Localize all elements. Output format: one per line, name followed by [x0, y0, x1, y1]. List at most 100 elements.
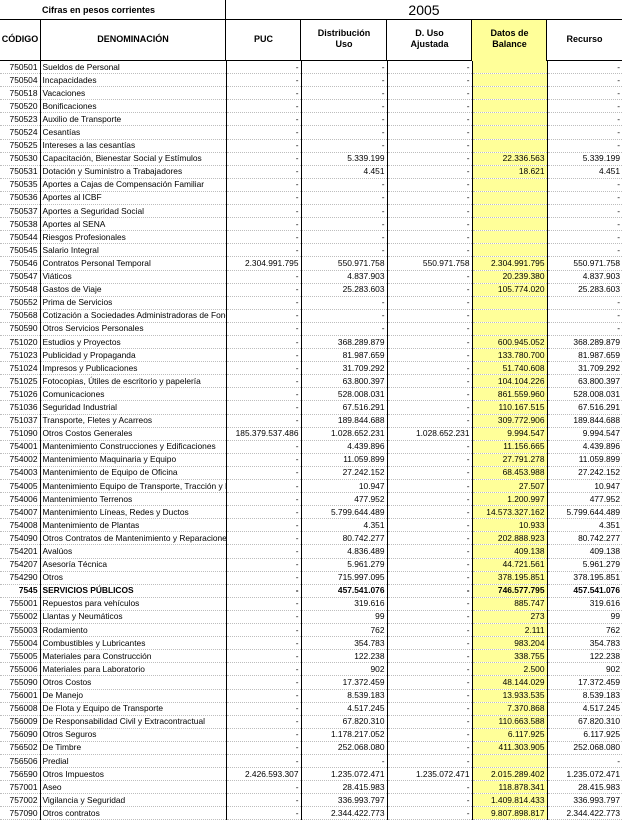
table-row: 750536 Aportes al ICBF - - - - — [0, 191, 622, 206]
adjusted-use-cell: - — [387, 675, 473, 690]
puc-cell: - — [226, 178, 302, 192]
code-cell: 7545 — [0, 584, 41, 598]
table-row: 755001 Repuestos para vehículos -319.616-8… — [0, 597, 622, 611]
denomination-cell: Dotación y Suministro a Trabajadores — [40, 165, 227, 179]
denomination-cell: Aportes a Seguridad Social — [40, 204, 227, 219]
balance-data-cell: 11.156.665 — [472, 440, 548, 454]
denomination-cell: Aportes al ICBF — [40, 191, 227, 206]
table-row: 756090 Otros Seguros -1.178.217.052-6.117.… — [0, 728, 622, 742]
denomination-cell: Mantenimiento Líneas, Redes y Ductos — [40, 505, 227, 520]
distribution-use-cell: 5.799.644.489 — [301, 505, 388, 520]
distribution-use-cell: 550.971.758 — [301, 256, 388, 271]
resource-cell: 5.799.644.489 — [547, 505, 622, 520]
balance-data-cell — [472, 296, 548, 310]
resource-cell: 252.068.080 — [547, 741, 622, 755]
balance-data-cell: 7.370.868 — [472, 702, 548, 716]
balance-data-cell: 10.933 — [472, 518, 548, 533]
table-row: 755004 Combustibles y Lubricantes -354.783… — [0, 636, 622, 651]
resource-cell: 550.971.758 — [547, 256, 622, 271]
denomination-cell: Impresos y Publicaciones — [40, 361, 227, 376]
distribution-use-cell: 528.008.031 — [301, 387, 388, 402]
distribution-use-cell: 5.961.279 — [301, 558, 388, 572]
puc-cell: 2.426.593.307 — [226, 767, 302, 782]
resource-cell: 762 — [547, 623, 622, 638]
puc-cell: - — [226, 702, 302, 716]
balance-data-cell: 309.772.906 — [472, 414, 548, 428]
code-cell: 750525 — [0, 139, 41, 153]
code-cell: 750546 — [0, 256, 41, 271]
puc-cell: - — [226, 453, 302, 467]
denomination-cell: Incapacidades — [40, 73, 227, 88]
distribution-use-cell: 4.439.896 — [301, 440, 388, 454]
denomination-cell: Otros Impuestos — [40, 767, 227, 782]
balance-data-cell: 110.167.515 — [472, 400, 548, 415]
code-cell: 756008 — [0, 702, 41, 716]
balance-data-cell: 22.336.563 — [472, 152, 548, 166]
table-row: 756590 Otros Impuestos 2.426.593.307 1.235.… — [0, 767, 622, 782]
balance-data-header-line2: Balance — [492, 39, 527, 49]
table-row: 751023 Publicidad y Propaganda -81.987.659… — [0, 348, 622, 363]
balance-data-cell — [472, 73, 548, 88]
adjusted-use-cell: - — [387, 296, 473, 310]
resource-cell: 8.539.183 — [547, 689, 622, 703]
distribution-use-cell: 319.616 — [301, 597, 388, 611]
balance-data-cell: 202.888.923 — [472, 531, 548, 546]
balance-data-cell: 104.104.226 — [472, 374, 548, 389]
denomination-cell: Bonificaciones — [40, 99, 227, 114]
table-row: 751025 Fotocopias, Útiles de escritorio y… — [0, 374, 622, 389]
puc-cell: - — [226, 86, 302, 101]
resource-cell: 17.372.459 — [547, 675, 622, 690]
distribution-use-cell: 715.997.095 — [301, 571, 388, 585]
distribution-use-cell: 63.800.397 — [301, 374, 388, 389]
code-cell: 756090 — [0, 728, 41, 742]
table-row: 751026 Comunicaciones -528.008.031-861.559… — [0, 387, 622, 402]
distribution-use-cell: - — [301, 204, 388, 219]
balance-data-cell — [472, 230, 548, 245]
resource-cell: 378.195.851 — [547, 571, 622, 585]
distribution-use-cell: - — [301, 86, 388, 101]
balance-data-cell — [472, 204, 548, 219]
balance-data-cell: 273 — [472, 610, 548, 625]
puc-cell: - — [226, 270, 302, 284]
denomination-cell: Otros Costos — [40, 675, 227, 690]
resource-cell: - — [547, 73, 622, 88]
puc-cell: - — [226, 741, 302, 755]
balance-data-header: Datos de Balance — [472, 28, 547, 50]
resource-cell: 27.242.152 — [547, 466, 622, 481]
code-cell: 755090 — [0, 675, 41, 690]
balance-data-cell: 133.780.700 — [472, 348, 548, 363]
adjusted-use-cell: - — [387, 387, 473, 402]
table-row: 754002 Mantenimiento Maquinaria y Equipo -… — [0, 453, 622, 467]
distribution-use-cell: 902 — [301, 662, 388, 677]
table-row: 750548 Gastos de Viaje -25.283.603-105.774… — [0, 283, 622, 297]
distribution-use-cell: 4.351 — [301, 518, 388, 533]
table-row: 755003 Rodamiento -762-2.111 762 — [0, 623, 622, 638]
denomination-cell: Otros — [40, 571, 227, 585]
table-row: 754290 Otros -715.997.095-378.195.851 378.1… — [0, 571, 622, 585]
adjusted-use-cell: - — [387, 780, 473, 795]
distribution-use-cell: - — [301, 73, 388, 88]
puc-cell: - — [226, 505, 302, 520]
balance-data-cell: 861.559.960 — [472, 387, 548, 402]
balance-header-bg — [472, 20, 547, 61]
balance-data-cell — [472, 243, 548, 258]
denomination-cell: Mantenimiento Equipo de Transporte, Trac… — [40, 479, 227, 494]
table-row: 754008 Mantenimiento de Plantas -4.351-10.… — [0, 518, 622, 533]
code-cell: 755006 — [0, 662, 41, 677]
puc-cell: - — [226, 715, 302, 729]
denomination-cell: Fotocopias, Útiles de escritorio y papel… — [40, 374, 227, 389]
resource-cell: 457.541.076 — [547, 584, 622, 598]
table-row: 756008 De Flota y Equipo de Transporte -4.… — [0, 702, 622, 716]
distribution-use-cell: 28.415.983 — [301, 780, 388, 795]
distribution-use-cell: - — [301, 243, 388, 258]
denomination-cell: Vigilancia y Seguridad — [40, 793, 227, 808]
adjusted-use-cell: - — [387, 518, 473, 533]
adjusted-use-cell: - — [387, 571, 473, 585]
denomination-cell: Mantenimiento de Plantas — [40, 518, 227, 533]
resource-cell: 336.993.797 — [547, 793, 622, 808]
puc-cell: - — [226, 571, 302, 585]
code-cell: 757001 — [0, 780, 41, 795]
resource-cell: 28.415.983 — [547, 780, 622, 795]
puc-cell: - — [226, 61, 302, 75]
table-row: 750545 Salario Integral - - - - — [0, 243, 622, 258]
